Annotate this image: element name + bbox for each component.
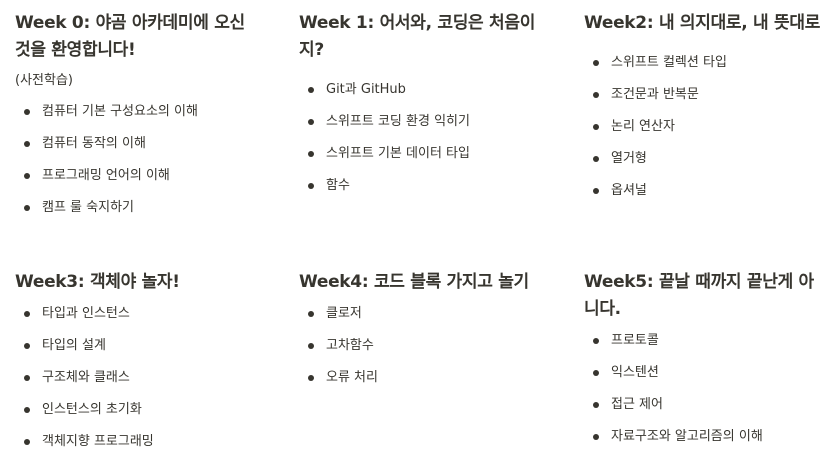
- week-0-list: 컴퓨터 기본 구성요소의 이해 컴퓨터 동작의 이해 프로그래밍 언어의 이해 …: [15, 103, 265, 217]
- week-4-section: Week4: 코드 블록 가지고 놀기 클로저 고차함수 오류 처리: [299, 269, 549, 401]
- week-5-section: Week5: 끝날 때까지 끝난게 아니다. 프로토콜 익스텐션 접근 제어 자…: [584, 269, 822, 460]
- week-3-list: 타입과 인스턴스 타입의 설계 구조체와 클래스 인스턴스의 초기화 객체지향 …: [15, 305, 265, 451]
- list-item: 논리 연산자: [584, 118, 822, 136]
- bullet-icon: [593, 124, 599, 130]
- bullet-icon: [308, 119, 314, 125]
- bullet-icon: [593, 370, 599, 376]
- list-item: 스위프트 코딩 환경 익히기: [299, 113, 549, 131]
- week-0-title: Week 0: 야곰 아카데미에 오신 것을 환영합니다!: [15, 13, 245, 60]
- bullet-icon: [24, 141, 30, 147]
- bullet-icon: [308, 183, 314, 189]
- list-item: 고차함수: [299, 337, 549, 355]
- week-0-section: Week 0: 야곰 아카데미에 오신 것을 환영합니다! (사전학습) 컴퓨터…: [15, 10, 265, 231]
- bullet-icon: [24, 407, 30, 413]
- week-2-title: Week2: 내 의지대로, 내 뜻대로: [584, 13, 821, 33]
- week-0-subtitle: (사전학습): [15, 73, 73, 88]
- list-item: 컴퓨터 동작의 이해: [15, 135, 265, 153]
- list-item: 객체지향 프로그래밍: [15, 433, 265, 451]
- week-3-section: Week3: 객체야 놀자! 타입과 인스턴스 타입의 설계 구조체와 클래스 …: [15, 269, 265, 465]
- bullet-icon: [593, 338, 599, 344]
- bullet-icon: [308, 87, 314, 93]
- list-item: 열거형: [584, 150, 822, 168]
- week-5-list: 프로토콜 익스텐션 접근 제어 자료구조와 알고리즘의 이해: [584, 332, 822, 446]
- list-item: 컴퓨터 기본 구성요소의 이해: [15, 103, 265, 121]
- bullet-icon: [24, 375, 30, 381]
- list-item: 인스턴스의 초기화: [15, 401, 265, 419]
- week-4-list: 클로저 고차함수 오류 처리: [299, 305, 549, 387]
- list-item: 스위프트 컬렉션 타입: [584, 54, 822, 72]
- bullet-icon: [593, 92, 599, 98]
- list-item: 타입과 인스턴스: [15, 305, 265, 323]
- bullet-icon: [308, 311, 314, 317]
- week-4-title: Week4: 코드 블록 가지고 놀기: [299, 272, 529, 292]
- list-item: 클로저: [299, 305, 549, 323]
- bullet-icon: [593, 60, 599, 66]
- list-item: 스위프트 기본 데이터 타입: [299, 145, 549, 163]
- week-1-list: Git과 GitHub 스위프트 코딩 환경 익히기 스위프트 기본 데이터 타…: [299, 81, 549, 195]
- list-item: 옵셔널: [584, 182, 822, 200]
- bullet-icon: [593, 156, 599, 162]
- bullet-icon: [24, 311, 30, 317]
- list-item: 타입의 설계: [15, 337, 265, 355]
- bullet-icon: [308, 151, 314, 157]
- list-item: 함수: [299, 177, 549, 195]
- bullet-icon: [24, 343, 30, 349]
- week-3-title: Week3: 객체야 놀자!: [15, 272, 180, 292]
- week-2-list: 스위프트 컬렉션 타입 조건문과 반복문 논리 연산자 열거형 옵셔널: [584, 54, 822, 200]
- list-item: 캠프 룰 숙지하기: [15, 199, 265, 217]
- bullet-icon: [24, 109, 30, 115]
- bullet-icon: [308, 375, 314, 381]
- list-item: 구조체와 클래스: [15, 369, 265, 387]
- week-1-section: Week 1: 어서와, 코딩은 처음이지? Git과 GitHub 스위프트 …: [299, 10, 549, 209]
- list-item: 오류 처리: [299, 369, 549, 387]
- week-5-title: Week5: 끝날 때까지 끝난게 아니다.: [584, 272, 814, 319]
- list-item: 익스텐션: [584, 364, 822, 382]
- list-item: 접근 제어: [584, 396, 822, 414]
- bullet-icon: [24, 173, 30, 179]
- week-1-title: Week 1: 어서와, 코딩은 처음이지?: [299, 13, 536, 60]
- list-item: 프로그래밍 언어의 이해: [15, 167, 265, 185]
- bullet-icon: [24, 439, 30, 445]
- bullet-icon: [593, 188, 599, 194]
- list-item: Git과 GitHub: [299, 81, 549, 99]
- bullet-icon: [308, 343, 314, 349]
- list-item: 조건문과 반복문: [584, 86, 822, 104]
- week-2-section: Week2: 내 의지대로, 내 뜻대로 스위프트 컬렉션 타입 조건문과 반복…: [584, 10, 822, 214]
- bullet-icon: [24, 205, 30, 211]
- bullet-icon: [593, 402, 599, 408]
- list-item: 자료구조와 알고리즘의 이해: [584, 428, 822, 446]
- list-item: 프로토콜: [584, 332, 822, 350]
- bullet-icon: [593, 434, 599, 440]
